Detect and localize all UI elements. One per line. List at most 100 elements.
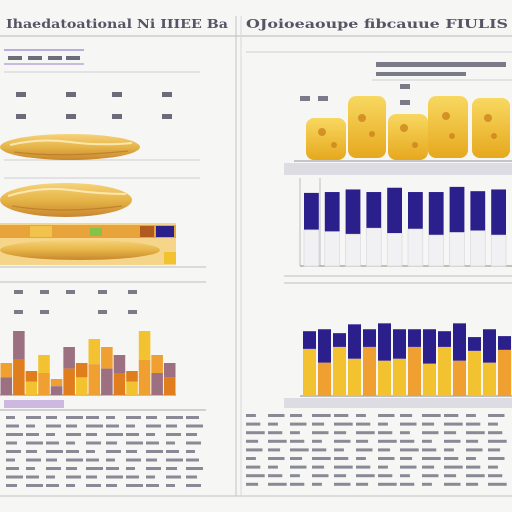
table-cell (106, 475, 123, 479)
table-cell (444, 465, 463, 469)
page-title-right: OJoioeaoupe fibcauue FIULIS (246, 16, 508, 31)
table-cell (246, 448, 263, 452)
table-cell (444, 482, 461, 486)
table-cell (126, 450, 137, 453)
table-cell (166, 441, 175, 445)
table-cell (488, 431, 503, 435)
table-cell (444, 439, 461, 443)
page-title-left: Ihaedatoational Ni IIIEE Ba (6, 16, 228, 31)
bar (483, 362, 496, 396)
table-cell (422, 414, 441, 417)
table-cell (66, 441, 75, 445)
bar (25, 381, 38, 395)
bar (491, 189, 506, 236)
bar (348, 358, 361, 396)
table-cell (26, 458, 41, 462)
right-data-table (246, 414, 507, 486)
bar (468, 337, 481, 351)
bar (423, 363, 436, 396)
table-cell (378, 431, 393, 435)
table-cell (466, 448, 483, 452)
bar (0, 377, 13, 395)
table-cell (246, 431, 265, 435)
table-cell (166, 484, 175, 487)
table-cell (356, 414, 366, 417)
left-chart-panel (0, 290, 176, 396)
table-cell (146, 458, 157, 462)
bar (13, 359, 25, 395)
table-cell (312, 439, 322, 443)
bar (407, 228, 424, 267)
table-cell (186, 450, 195, 453)
table-cell (268, 414, 285, 417)
table-cell (268, 431, 283, 435)
bar (386, 233, 403, 267)
bar (366, 192, 382, 229)
table-cell (66, 458, 83, 462)
bar (378, 323, 391, 361)
table-cell (268, 422, 278, 426)
table-cell (6, 467, 19, 470)
table-cell (312, 422, 325, 426)
table-cell (246, 422, 261, 426)
table-cell (126, 424, 135, 428)
table-cell (26, 467, 35, 470)
table-cell (466, 414, 476, 417)
bar (345, 233, 361, 267)
chart-header-band (284, 163, 512, 175)
bar (138, 331, 151, 360)
table-cell (6, 458, 15, 462)
bar (348, 324, 361, 359)
table-cell (246, 482, 259, 486)
table-cell (444, 448, 454, 452)
bar (126, 381, 138, 395)
table-cell (86, 433, 97, 436)
bar (408, 329, 421, 347)
bar (333, 333, 346, 347)
table-cell (444, 457, 459, 460)
table-cell (126, 441, 143, 445)
table-cell-marks (8, 56, 172, 119)
table-cell (86, 416, 99, 419)
table-cell (106, 484, 117, 487)
page-header: Ihaedatoational Ni IIIEE Ba OJoioeaoupe … (0, 16, 512, 37)
bar (88, 339, 101, 365)
right-lower-chart-panel (284, 323, 512, 408)
table-cell (26, 441, 43, 445)
table-cell (146, 484, 159, 487)
bar (428, 192, 444, 236)
table-cell (400, 457, 413, 460)
table-cell (466, 474, 485, 478)
table-cell (166, 416, 183, 419)
table-cell (356, 465, 371, 469)
table-cell (268, 439, 287, 443)
table-cell (186, 467, 203, 470)
table-cell (26, 450, 37, 453)
bar (333, 346, 346, 396)
bar (88, 364, 101, 395)
bar (303, 229, 320, 267)
bread-loaf-icon (0, 134, 140, 160)
table-cell (400, 474, 410, 478)
table-cell (186, 424, 203, 428)
table-cell (246, 465, 261, 469)
bar (428, 234, 444, 267)
table-cell (146, 467, 161, 470)
table-cell (246, 414, 256, 417)
table-cell (312, 448, 327, 452)
table-cell (334, 422, 353, 426)
bar (63, 347, 75, 369)
table-cell (246, 439, 259, 443)
table-cell (66, 467, 77, 470)
table-cell (444, 414, 459, 417)
left-chart-label-marks (14, 290, 137, 314)
table-cell (378, 457, 395, 460)
table-cell (444, 431, 457, 435)
bar (387, 187, 402, 234)
table-cell (356, 439, 369, 443)
table-cell (46, 458, 57, 462)
table-cell (126, 475, 139, 479)
table-cell (400, 422, 417, 426)
